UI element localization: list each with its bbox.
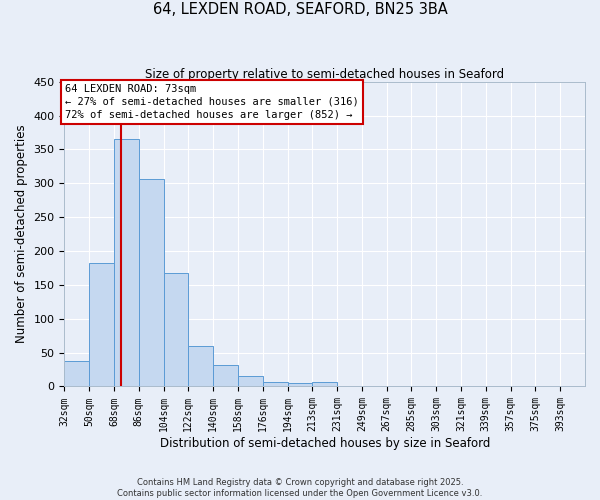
Bar bbox=[139, 178, 164, 386]
Y-axis label: Number of semi-detached properties: Number of semi-detached properties bbox=[15, 125, 28, 344]
Bar bbox=[64, 362, 89, 386]
Bar bbox=[164, 272, 188, 386]
Bar bbox=[263, 382, 287, 386]
Bar bbox=[213, 365, 238, 386]
Bar bbox=[188, 346, 213, 387]
Bar bbox=[89, 263, 114, 386]
Text: 64 LEXDEN ROAD: 73sqm
← 27% of semi-detached houses are smaller (316)
72% of sem: 64 LEXDEN ROAD: 73sqm ← 27% of semi-deta… bbox=[65, 84, 359, 120]
Bar bbox=[313, 382, 337, 386]
Text: Contains HM Land Registry data © Crown copyright and database right 2025.
Contai: Contains HM Land Registry data © Crown c… bbox=[118, 478, 482, 498]
Title: Size of property relative to semi-detached houses in Seaford: Size of property relative to semi-detach… bbox=[145, 68, 504, 80]
Bar bbox=[287, 383, 313, 386]
Text: 64, LEXDEN ROAD, SEAFORD, BN25 3BA: 64, LEXDEN ROAD, SEAFORD, BN25 3BA bbox=[152, 2, 448, 18]
X-axis label: Distribution of semi-detached houses by size in Seaford: Distribution of semi-detached houses by … bbox=[160, 437, 490, 450]
Bar bbox=[114, 139, 139, 386]
Bar bbox=[238, 376, 263, 386]
